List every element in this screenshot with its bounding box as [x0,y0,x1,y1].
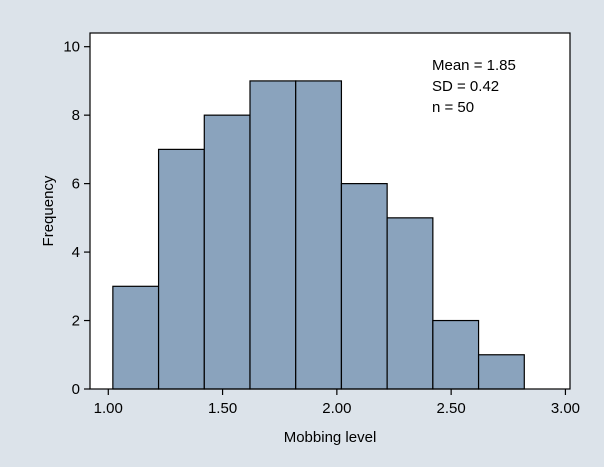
y-axis-label: Frequency [40,175,57,246]
histogram-bar [295,80,343,390]
y-axis: 0 2 4 6 8 10 [63,39,90,398]
stats-line: Mean = 1.85 [432,57,516,74]
histogram-bar [477,354,525,390]
stats-annotation: Mean = 1.85 SD = 0.42 n = 50 [432,57,516,116]
y-tick-label: 10 [63,39,80,56]
histogram-bar [386,217,434,390]
plot-frame [89,32,571,390]
bars [112,80,525,390]
histogram-bar [432,319,480,390]
x-axis: 1.00 1.50 2.00 2.50 3.00 [94,389,580,417]
x-tick-label: 2.50 [437,400,466,417]
x-tick-label: 1.50 [208,400,237,417]
histogram-bar [157,148,205,390]
y-tick-label: 0 [72,381,80,398]
x-tick-label: 2.00 [322,400,351,417]
histogram-bar [340,183,388,390]
y-tick-label: 2 [72,313,80,330]
stats-line: SD = 0.42 [432,78,499,95]
histogram-bar [203,114,251,390]
y-tick-label: 8 [72,107,80,124]
histogram-bar [112,285,160,390]
histogram-bar [249,80,297,390]
x-tick-label: 3.00 [551,400,580,417]
y-tick-label: 4 [72,244,80,261]
x-axis-label: Mobbing level [284,429,377,446]
x-tick-label: 1.00 [94,400,123,417]
stats-line: n = 50 [432,99,474,116]
y-tick-label: 6 [72,176,80,193]
